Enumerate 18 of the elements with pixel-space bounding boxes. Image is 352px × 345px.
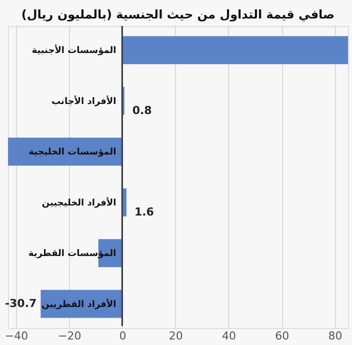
- y-tick-label: الأفراد القطريين: [42, 298, 116, 310]
- bar: [8, 138, 122, 166]
- y-tick-label: الأفراد الخليجيين: [42, 196, 116, 208]
- x-tick-label: 40: [222, 330, 236, 342]
- x-tick-label: 60: [275, 330, 290, 342]
- x-tick-label: −20: [58, 330, 82, 342]
- y-tick-label: المؤسسات الأجنبية: [32, 44, 116, 56]
- data-label: 0.8: [132, 104, 152, 117]
- x-tick-label: 80: [328, 330, 342, 342]
- chart-title: صافي قيمة التداول من حيث الجنسية (بالمليون ريال): [21, 7, 335, 22]
- x-tick-label: 20: [168, 330, 183, 342]
- x-tick-label: −40: [4, 330, 28, 342]
- data-label: 1.6: [134, 205, 154, 218]
- y-tick-label: المؤسسات الخليجية: [28, 148, 116, 158]
- x-tick-label: 0: [119, 330, 126, 342]
- bar: [122, 36, 348, 64]
- data-label: -30.7: [4, 296, 37, 310]
- y-tick-label: الأفراد الأجانب: [52, 94, 116, 107]
